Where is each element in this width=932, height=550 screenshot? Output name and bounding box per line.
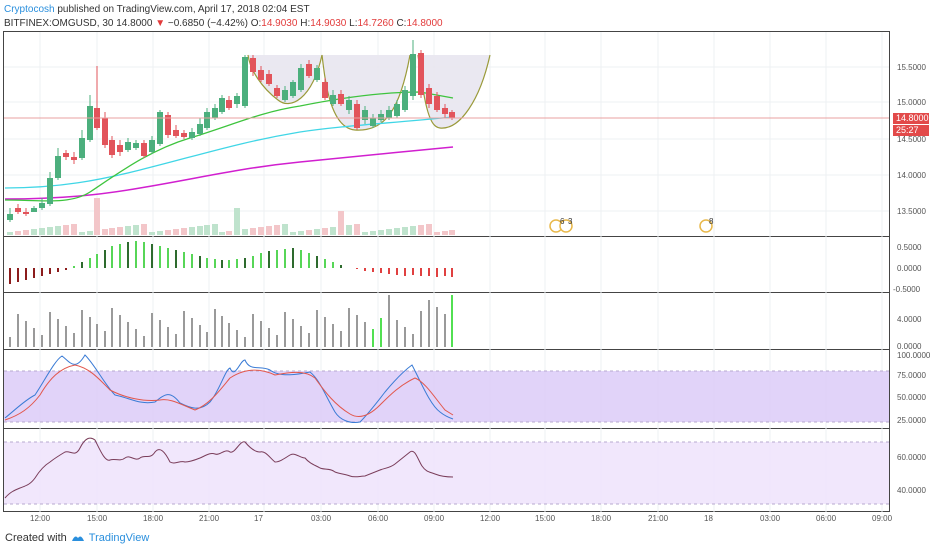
symbol-line: BITFINEX:OMGUSD, 30 14.8000 ▼ −0.6850 (−… xyxy=(4,18,443,29)
macd-panel[interactable] xyxy=(3,236,890,293)
macd-tick-3: -0.5000 xyxy=(893,285,921,294)
price-tick-1: 15.5000 xyxy=(897,63,926,72)
price-tick-2: 15.0000 xyxy=(897,98,926,107)
time-tick: 18 xyxy=(704,514,713,523)
stoch-tick-1: 100.0000 xyxy=(897,351,931,360)
author-name[interactable]: Cryptocosh xyxy=(4,4,55,15)
last-price: 14.8000 xyxy=(116,18,153,29)
time-tick: 15:00 xyxy=(535,514,556,523)
volume-panel[interactable] xyxy=(3,292,890,350)
time-tick: 09:00 xyxy=(872,514,893,523)
tradingview-logo-icon xyxy=(71,536,84,541)
rsi-tick-2: 40.0000 xyxy=(897,486,926,495)
open-value: 14.9030 xyxy=(261,18,298,29)
tradingview-brand[interactable]: TradingView xyxy=(88,532,150,544)
footer: Created with TradingView xyxy=(5,532,149,544)
low-value: 14.7260 xyxy=(357,18,394,29)
time-tick: 21:00 xyxy=(648,514,669,523)
time-tick: 18:00 xyxy=(143,514,164,523)
low-label: L: xyxy=(349,18,358,29)
close-value: 14.8000 xyxy=(406,18,443,29)
price-tick-5: 13.5000 xyxy=(897,207,926,216)
time-tick: 06:00 xyxy=(368,514,389,523)
rsi-panel[interactable] xyxy=(3,428,890,512)
macd-tick-1: 0.5000 xyxy=(897,243,922,252)
open-label: O: xyxy=(250,18,262,29)
stoch-tick-3: 50.0000 xyxy=(897,393,926,402)
price-change: −0.6850 (−4.42%) xyxy=(167,18,248,29)
stoch-tick-2: 75.0000 xyxy=(897,371,926,380)
time-tick: 18:00 xyxy=(591,514,612,523)
price-tick-4: 14.0000 xyxy=(897,171,926,180)
publish-info: published on TradingView.com, April 17, … xyxy=(57,4,310,15)
volume-tick-1: 4.0000 xyxy=(897,315,922,324)
high-value: 14.9030 xyxy=(310,18,347,29)
time-tick: 06:00 xyxy=(816,514,837,523)
close-label: C: xyxy=(396,18,407,29)
time-tick: 03:00 xyxy=(760,514,781,523)
macd-tick-2: 0.0000 xyxy=(897,264,922,273)
time-tick: 17 xyxy=(254,514,263,523)
time-tick: 09:00 xyxy=(424,514,445,523)
down-arrow-icon: ▼ xyxy=(155,18,166,29)
volume-tick-2: 0.0000 xyxy=(897,342,922,351)
high-label: H: xyxy=(300,18,311,29)
bar-countdown: 25:27 xyxy=(893,125,929,136)
time-tick: 03:00 xyxy=(311,514,332,523)
created-with-label: Created with xyxy=(5,532,67,544)
time-tick: 21:00 xyxy=(199,514,220,523)
time-tick: 12:00 xyxy=(480,514,501,523)
stoch-tick-4: 25.0000 xyxy=(897,416,926,425)
symbol-label[interactable]: BITFINEX:OMGUSD, 30 xyxy=(4,18,114,29)
stoch-panel[interactable] xyxy=(3,349,890,429)
price-tick-3: 14.5000 xyxy=(897,135,926,144)
current-price-tag: 14.8000 xyxy=(893,113,929,124)
time-tick: 15:00 xyxy=(87,514,108,523)
rsi-tick-1: 60.0000 xyxy=(897,453,926,462)
publish-line: Cryptocosh published on TradingView.com,… xyxy=(4,4,310,15)
time-tick: 12:00 xyxy=(30,514,51,523)
price-panel[interactable] xyxy=(3,31,890,237)
